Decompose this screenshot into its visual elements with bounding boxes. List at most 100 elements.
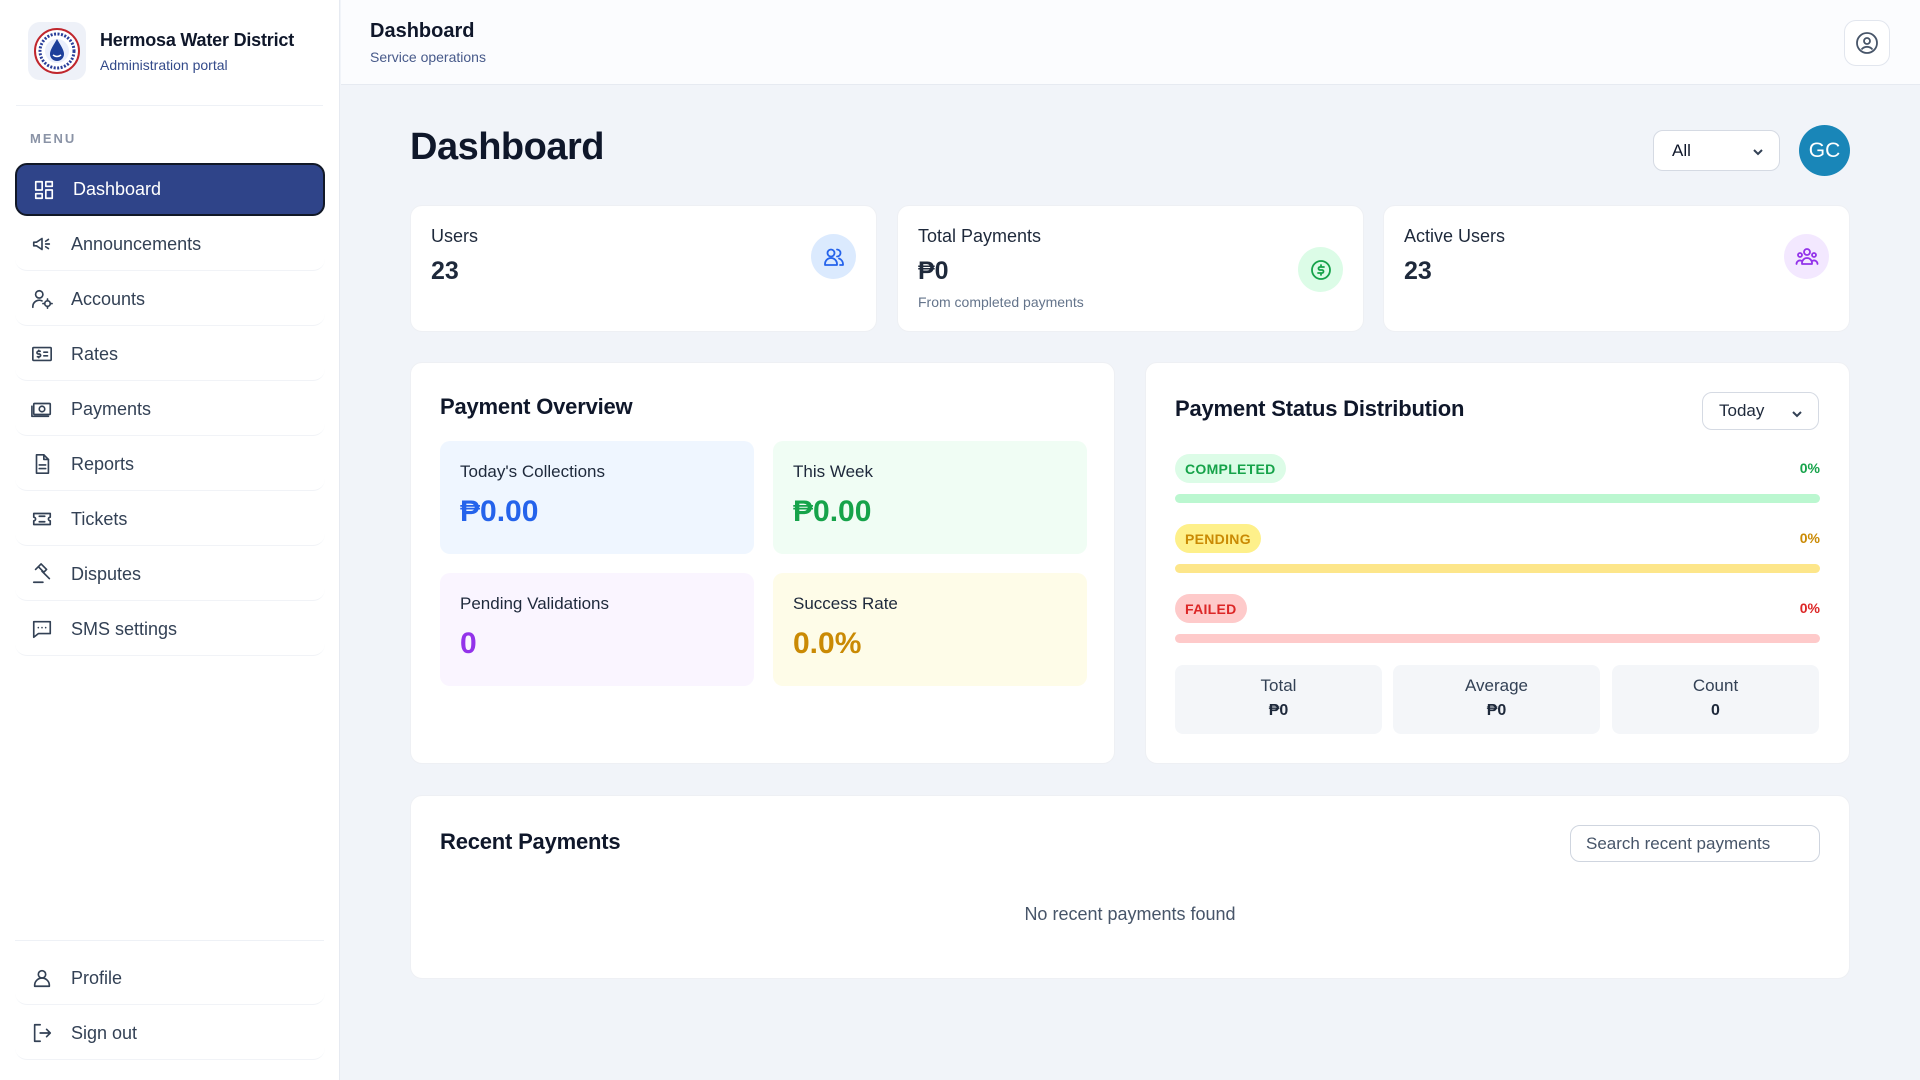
page-title: Dashboard bbox=[410, 126, 604, 168]
status-badge: FAILED bbox=[1175, 594, 1247, 623]
summary-label: Average bbox=[1464, 676, 1528, 695]
cash-icon bbox=[30, 397, 54, 421]
filter-select[interactable]: All bbox=[1653, 130, 1780, 171]
stat-value: 23 bbox=[431, 257, 459, 285]
sidebar-item-label: SMS settings bbox=[71, 618, 178, 639]
tile-label: Pending Validations bbox=[460, 594, 610, 613]
summary-value: ₱0 bbox=[1268, 702, 1289, 719]
sidebar-item-disputes[interactable]: Disputes bbox=[15, 548, 325, 601]
summary-count: Count 0 bbox=[1612, 665, 1819, 734]
section-title: Payment Status Distribution bbox=[1175, 396, 1465, 421]
summary-value: 0 bbox=[1711, 702, 1720, 719]
status-badge: PENDING bbox=[1175, 524, 1261, 553]
users-icon bbox=[811, 234, 856, 279]
status-bar bbox=[1175, 634, 1820, 643]
empty-state: No recent payments found bbox=[1024, 904, 1236, 924]
rates-icon bbox=[30, 342, 54, 366]
filter-select-value: All bbox=[1672, 140, 1691, 160]
stat-note: From completed payments bbox=[918, 294, 1084, 310]
sidebar-item-announcements[interactable]: Announcements bbox=[15, 218, 325, 271]
tile-value: 0.0% bbox=[793, 627, 862, 660]
sidebar-item-payments[interactable]: Payments bbox=[15, 383, 325, 436]
stat-label: Users bbox=[431, 226, 479, 246]
sign-out-icon bbox=[30, 1021, 54, 1045]
search-input[interactable] bbox=[1570, 825, 1820, 862]
summary-label: Count bbox=[1692, 676, 1739, 695]
chevron-down-icon bbox=[1751, 144, 1765, 158]
stat-value: 23 bbox=[1404, 257, 1432, 285]
divider bbox=[16, 105, 323, 106]
sidebar-item-label: Payments bbox=[71, 398, 152, 419]
sidebar-item-sign-out[interactable]: Sign out bbox=[15, 1007, 325, 1060]
dollar-circle-icon bbox=[1298, 247, 1343, 292]
status-row-pending: PENDING 0% bbox=[1175, 524, 1820, 584]
status-bar bbox=[1175, 564, 1820, 573]
brand[interactable]: Hermosa Water District Administration po… bbox=[28, 22, 294, 80]
chat-icon bbox=[30, 617, 54, 641]
sidebar-nav: Dashboard Announcements Accounts Rates P… bbox=[15, 163, 325, 658]
stat-card-active-users: Active Users 23 bbox=[1383, 205, 1850, 332]
stat-value: ₱0 bbox=[918, 257, 949, 285]
tile-value: ₱0.00 bbox=[793, 495, 872, 528]
tile-label: This Week bbox=[793, 462, 873, 481]
stat-card-total-payments: Total Payments ₱0 From completed payment… bbox=[897, 205, 1364, 332]
sidebar-item-label: Reports bbox=[71, 453, 135, 474]
tile-label: Success Rate bbox=[793, 594, 898, 613]
sidebar-item-label: Accounts bbox=[71, 288, 146, 309]
ticket-icon bbox=[30, 507, 54, 531]
brand-subtitle: Administration portal bbox=[100, 56, 228, 73]
tile-todays-collections: Today's Collections ₱0.00 bbox=[440, 441, 754, 554]
sidebar-item-label: Dashboard bbox=[73, 179, 162, 199]
status-percent: 0% bbox=[1799, 600, 1820, 616]
status-row-completed: COMPLETED 0% bbox=[1175, 454, 1820, 514]
sidebar-item-label: Rates bbox=[71, 343, 119, 364]
section-title: Recent Payments bbox=[440, 829, 621, 854]
sidebar-item-profile[interactable]: Profile bbox=[15, 952, 325, 1005]
sidebar-item-label: Announcements bbox=[71, 233, 202, 254]
topbar-subtitle: Service operations bbox=[370, 49, 486, 65]
period-select-value: Today bbox=[1719, 401, 1765, 420]
sidebar-item-label: Tickets bbox=[71, 508, 128, 529]
megaphone-icon bbox=[30, 232, 54, 256]
summary-label: Total bbox=[1260, 676, 1297, 695]
dashboard-icon bbox=[32, 178, 56, 202]
divider bbox=[15, 940, 324, 941]
sidebar-item-accounts[interactable]: Accounts bbox=[15, 273, 325, 326]
sidebar-item-dashboard[interactable]: Dashboard bbox=[15, 163, 325, 216]
group-icon bbox=[1784, 234, 1829, 279]
document-icon bbox=[30, 452, 54, 476]
status-badge: COMPLETED bbox=[1175, 454, 1286, 483]
person-icon bbox=[30, 966, 54, 990]
sidebar-item-label: Profile bbox=[71, 967, 123, 988]
period-select[interactable]: Today bbox=[1702, 392, 1819, 430]
sidebar-bottom-nav: Profile Sign out bbox=[15, 952, 325, 1062]
user-gear-icon bbox=[30, 287, 54, 311]
topbar-title: Dashboard bbox=[370, 20, 475, 42]
sidebar-item-sms-settings[interactable]: SMS settings bbox=[15, 603, 325, 656]
avatar[interactable]: GC bbox=[1799, 125, 1850, 176]
tile-success-rate: Success Rate 0.0% bbox=[773, 573, 1087, 686]
sidebar-item-tickets[interactable]: Tickets bbox=[15, 493, 325, 546]
sidebar-item-label: Disputes bbox=[71, 563, 142, 584]
tile-value: 0 bbox=[460, 627, 477, 660]
menu-label: MENU bbox=[30, 131, 77, 146]
tile-value: ₱0.00 bbox=[460, 495, 539, 528]
topbar: Dashboard Service operations bbox=[341, 0, 1920, 85]
tile-pending-validations: Pending Validations 0 bbox=[440, 573, 754, 686]
tile-this-week: This Week ₱0.00 bbox=[773, 441, 1087, 554]
summary-average: Average ₱0 bbox=[1393, 665, 1600, 734]
stat-label: Total Payments bbox=[918, 226, 1042, 246]
sidebar: Hermosa Water District Administration po… bbox=[0, 0, 340, 1080]
sidebar-item-rates[interactable]: Rates bbox=[15, 328, 325, 381]
status-percent: 0% bbox=[1799, 460, 1820, 476]
section-title: Payment Overview bbox=[440, 394, 633, 419]
stat-card-users: Users 23 bbox=[410, 205, 877, 332]
tile-label: Today's Collections bbox=[460, 462, 605, 481]
status-bar bbox=[1175, 494, 1820, 503]
payment-overview-card: Payment Overview Today's Collections ₱0.… bbox=[410, 362, 1115, 764]
recent-payments-card bbox=[410, 795, 1850, 979]
sidebar-item-reports[interactable]: Reports bbox=[15, 438, 325, 491]
summary-value: ₱0 bbox=[1486, 702, 1507, 719]
user-menu-button[interactable] bbox=[1844, 20, 1890, 66]
summary-total: Total ₱0 bbox=[1175, 665, 1382, 734]
